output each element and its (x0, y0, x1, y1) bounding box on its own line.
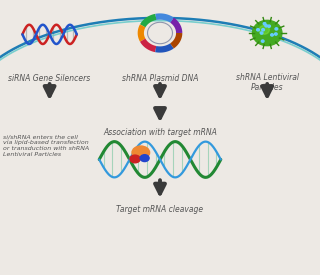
Text: shRNA Plasmid DNA: shRNA Plasmid DNA (122, 74, 198, 83)
Text: si/shRNA enters the cell
via lipid-based transfection
or transduction with shRNA: si/shRNA enters the cell via lipid-based… (3, 134, 89, 157)
Circle shape (271, 34, 273, 36)
Text: shRNA Lentiviral
Particles: shRNA Lentiviral Particles (236, 73, 299, 92)
Circle shape (260, 32, 263, 34)
Circle shape (261, 40, 264, 42)
Text: Association with target mRNA: Association with target mRNA (103, 128, 217, 137)
Circle shape (262, 29, 264, 31)
Circle shape (259, 25, 269, 34)
Ellipse shape (132, 146, 150, 159)
Ellipse shape (130, 155, 140, 163)
Circle shape (275, 33, 277, 35)
Circle shape (268, 25, 270, 27)
Circle shape (257, 29, 259, 31)
Circle shape (263, 23, 266, 25)
Ellipse shape (140, 155, 149, 162)
Text: siRNA Gene Silencers: siRNA Gene Silencers (8, 74, 91, 83)
Text: Target mRNA cleavage: Target mRNA cleavage (116, 205, 204, 214)
Circle shape (252, 20, 282, 46)
Circle shape (275, 28, 278, 30)
Circle shape (265, 25, 268, 27)
